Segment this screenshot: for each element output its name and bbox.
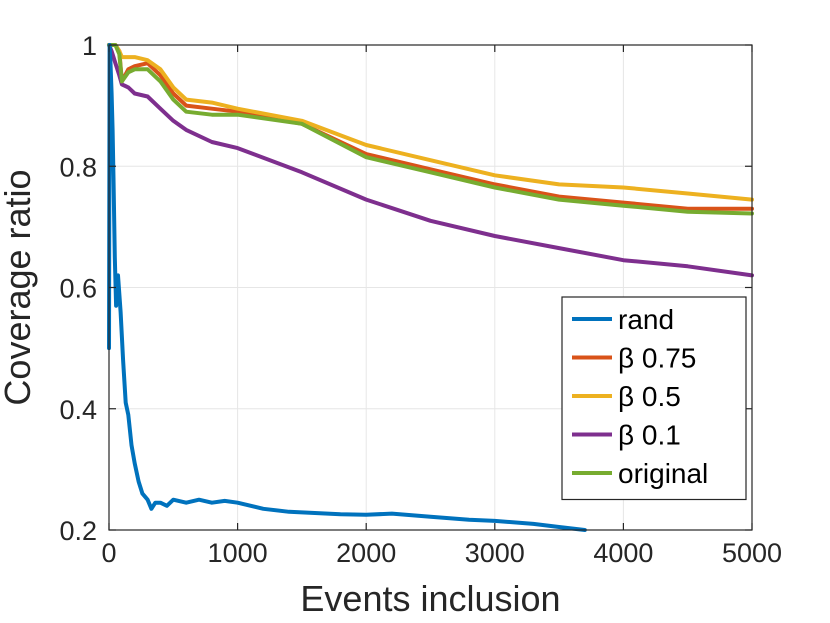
x-tick-label: 0 (101, 538, 116, 568)
legend: rand β 0.75 β 0.5 β 0.1 original (561, 296, 747, 501)
series-line-0 (107, 43, 587, 532)
legend-box (561, 296, 747, 501)
y-tick-label: 0.4 (59, 395, 97, 425)
series-lines (107, 43, 754, 532)
axis-ticks: 0 1000 2000 3000 4000 5000 0.2 0.4 0.6 0.8 1 (59, 31, 782, 568)
x-tick-label: 2000 (336, 538, 396, 568)
legend-label: β 0.1 (618, 420, 681, 451)
legend-label: original (618, 458, 708, 489)
legend-label: β 0.75 (618, 343, 696, 374)
y-axis-label: Coverage ratio (0, 169, 38, 405)
legend-label: rand (618, 304, 674, 335)
series-line-4 (107, 43, 754, 216)
x-axis-label: Events inclusion (300, 578, 560, 619)
x-tick-label: 1000 (208, 538, 268, 568)
x-tick-label: 3000 (465, 538, 525, 568)
y-tick-label: 0.6 (59, 274, 97, 304)
x-tick-label: 4000 (593, 538, 653, 568)
x-tick-label: 5000 (722, 538, 782, 568)
y-tick-label: 0.2 (59, 516, 97, 546)
y-tick-label: 0.8 (59, 152, 97, 182)
y-tick-label: 1 (82, 31, 97, 61)
legend-label: β 0.5 (618, 381, 681, 412)
